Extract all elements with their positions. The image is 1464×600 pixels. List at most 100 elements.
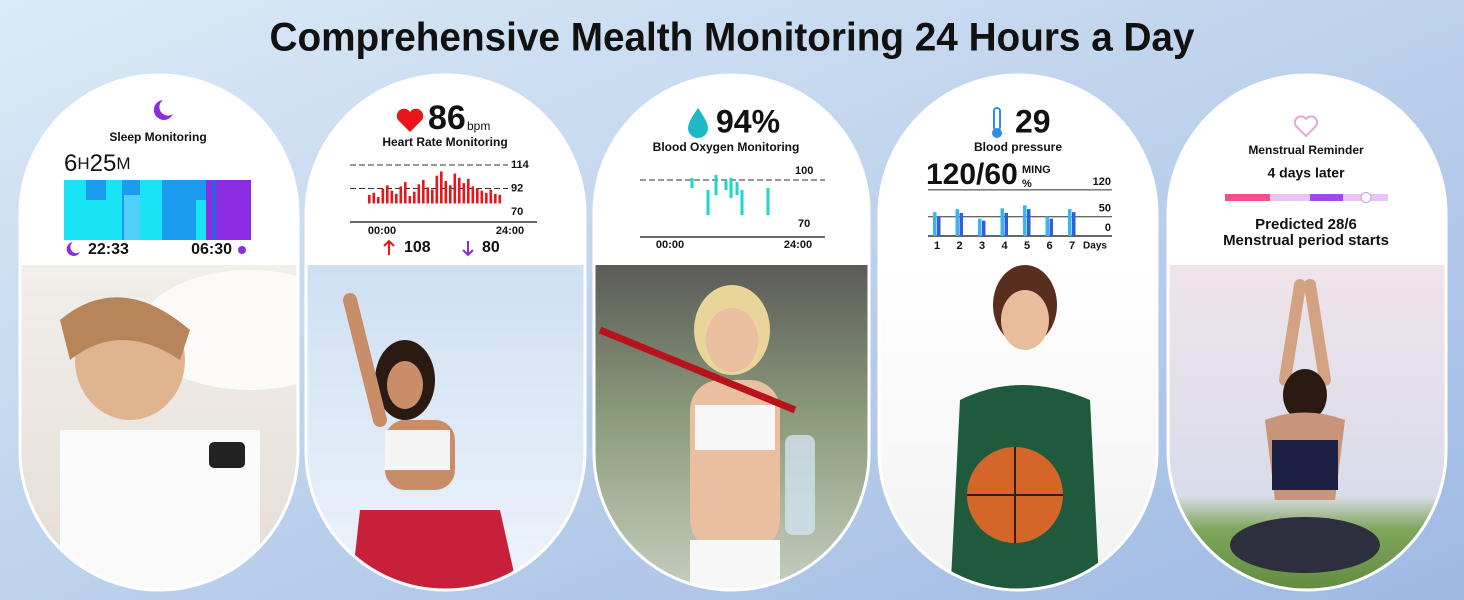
sleep-duration: 6H25M [64,150,131,177]
heart-icon [396,108,424,132]
pressure-bar [982,220,986,236]
card-border [18,73,300,592]
heart-rate-bar [476,188,479,204]
pressure-bar [1023,205,1027,236]
pressure-card [879,75,1157,590]
heart-rate-bar [462,183,466,204]
cycle-bar [1225,192,1388,203]
heart-rate-bar [471,186,475,204]
y-tick-label: 92 [511,182,523,194]
unit: H [77,154,89,173]
card-title: Sleep Monitoring [109,130,206,144]
heart-rate-bar [413,191,416,204]
heart-rate-bar [449,185,452,204]
heart-rate-bar [372,192,376,204]
heart-rate-bar [386,185,389,204]
x-tick-label: 2 [956,240,962,252]
heart-rate-bar [426,187,430,204]
card-border [1166,73,1448,592]
card-title: Menstrual Reminder [1248,143,1364,157]
heart-rate-bar [498,194,502,204]
heart-rate-bar [494,193,497,204]
pressure-bar [1072,212,1076,236]
heart-rate-bar [489,189,493,204]
down-arrow [462,241,474,257]
pressure-bar [1068,209,1072,236]
drop-icon [688,108,708,138]
pressure-bar [1004,212,1008,236]
heart-rate-bar [368,194,371,204]
y-tick-label: 100 [795,165,813,177]
heart-card [306,75,585,590]
heart-rate-bar [485,192,488,204]
x-tick-label: 3 [979,240,985,252]
unit: MING [1022,164,1051,176]
oxygen-value: 94% [716,103,780,139]
page-title: Comprehensive Mealth Monitoring 24 Hours… [270,16,1196,60]
temperature: 29 [1015,103,1051,139]
up-arrow [383,239,395,255]
heart-outline-icon [1293,115,1319,138]
pressure-bar [1000,208,1004,236]
pressure-bar [937,216,941,236]
thermometer-bulb [992,128,1002,138]
y-tick-label: 120 [1093,176,1111,188]
subtitle: 4 days later [1267,165,1345,181]
prediction: Predicted 28/6 [1255,216,1357,233]
card-border [877,73,1159,592]
x-tick-label: 1 [934,240,940,252]
heart-rate-bar [377,197,380,204]
pressure-bar [1027,209,1031,236]
unit: % [1022,178,1032,190]
heart-rate-bar [431,189,434,204]
y-tick-label: 0 [1105,222,1111,234]
heart-rate-bar [417,184,421,204]
card-title: Blood pressure [974,140,1062,154]
heart-rate-bar [435,175,439,204]
x-label: 00:00 [368,225,396,237]
pressure-bar [978,218,982,236]
heart-rate-chart: 114 92 70 [350,159,530,218]
hours: 6 [64,150,77,177]
x-label: 00:00 [656,239,684,251]
heart-rate-unit: bpm [467,119,490,133]
pressure-reading: 120/60 [926,158,1018,191]
heart-rate-bar [408,195,412,204]
x-tick-label: 7 [1069,240,1075,252]
heart-rate-bar [399,186,403,204]
heart-rate-bar [381,188,385,204]
heart-rate-bar [395,193,398,204]
heart-rate-bar [440,171,443,204]
pressure-bar [933,212,937,236]
heart-rate-bar [444,181,448,204]
moon-icon [66,242,80,256]
card-border [304,73,587,592]
x-tick-label: 4 [1001,240,1008,252]
heart-rate-value: 86 [428,99,466,137]
card-border [592,73,871,592]
x-label: 24:00 [784,239,812,251]
pressure-bar [1045,216,1049,236]
heart-rate-bar [404,182,407,204]
unit: M [116,154,130,173]
bedtime: 22:33 [88,241,129,258]
heart-rate-bar [480,190,484,204]
oxygen-readings [690,175,770,215]
heart-rate-bar [453,173,457,204]
max-rate: 108 [404,239,431,256]
heart-rate-bar [390,190,394,204]
min-rate: 80 [482,239,500,256]
x-tick-label: 5 [1024,240,1030,252]
heart-rate-bar [422,179,425,204]
wake-time: 06:30 [191,241,232,258]
x-label: 24:00 [496,225,524,237]
sun-icon [238,246,246,254]
x-tick-label: 6 [1046,240,1052,252]
pressure-bar [959,212,963,236]
pressure-bar [1049,218,1053,236]
minutes: 25 [90,150,117,177]
prediction-note: Menstrual period starts [1223,232,1389,249]
sleep-stages [64,180,251,240]
y-tick-label: 114 [511,159,530,171]
